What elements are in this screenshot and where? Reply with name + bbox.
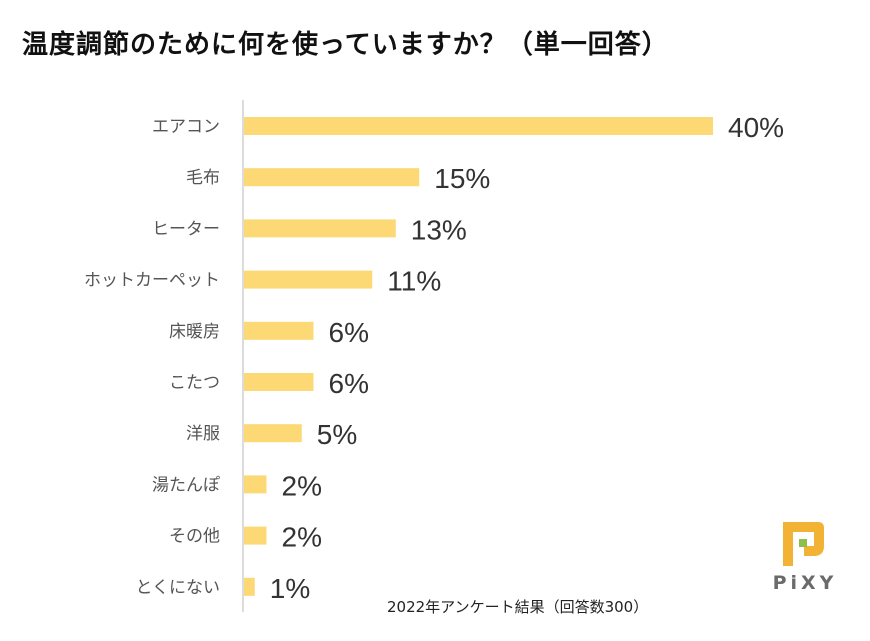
value-label: 2% (282, 470, 322, 501)
value-label: 13% (411, 214, 467, 245)
chart-title: 温度調節のために何を使っていますか？（単一回答） (22, 30, 669, 60)
category-label: ヒーター (152, 219, 220, 239)
value-label: 6% (329, 368, 369, 399)
value-label: 15% (434, 163, 490, 194)
bar (244, 168, 420, 187)
category-label: ホットカーペット (84, 271, 220, 291)
category-label: エアコン (152, 117, 220, 137)
value-label: 6% (329, 317, 369, 348)
value-label: 1% (270, 573, 310, 604)
bar (244, 373, 314, 391)
value-label: 11% (387, 266, 441, 297)
category-label: 湯たんぽ (152, 475, 220, 495)
survey-note: 2022年アンケート結果（回答数300） (387, 598, 649, 616)
category-label: こたつ (169, 373, 220, 393)
bar (244, 219, 396, 238)
logo-mark-icon (783, 522, 824, 566)
category-label: とくにない (136, 578, 221, 598)
logo-text: PiXY (772, 572, 838, 594)
value-label: 40% (728, 112, 784, 143)
category-label: 洋服 (186, 424, 220, 444)
value-label: 2% (282, 522, 322, 553)
bar (244, 321, 314, 340)
bar (244, 475, 267, 494)
bar (244, 270, 373, 289)
pixy-logo: PiXY (770, 520, 840, 600)
bar (244, 424, 302, 443)
bar (244, 577, 255, 596)
value-label: 5% (317, 419, 357, 450)
category-label: 毛布 (186, 168, 220, 188)
category-label: その他 (169, 527, 220, 547)
bar (244, 526, 267, 545)
category-label: 床暖房 (169, 322, 220, 342)
bar (244, 117, 713, 135)
